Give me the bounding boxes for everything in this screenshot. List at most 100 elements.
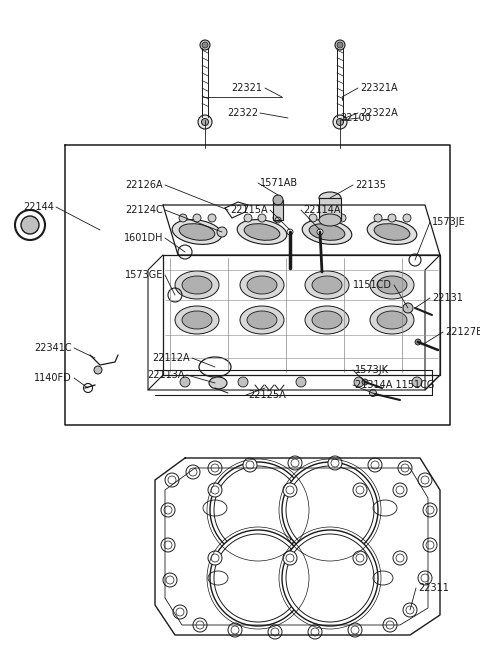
Ellipse shape xyxy=(374,224,410,240)
Text: 22115A: 22115A xyxy=(230,205,268,215)
Text: 1601DH: 1601DH xyxy=(123,233,163,243)
Circle shape xyxy=(398,461,412,475)
Ellipse shape xyxy=(377,276,407,294)
Circle shape xyxy=(338,214,346,222)
Circle shape xyxy=(393,551,407,565)
Text: 22322A: 22322A xyxy=(360,108,398,118)
Ellipse shape xyxy=(312,276,342,294)
Circle shape xyxy=(238,377,248,387)
Circle shape xyxy=(309,214,317,222)
Ellipse shape xyxy=(175,271,219,299)
Text: 1571AB: 1571AB xyxy=(260,178,298,188)
Circle shape xyxy=(258,214,266,222)
Circle shape xyxy=(353,551,367,565)
Circle shape xyxy=(336,119,344,126)
Circle shape xyxy=(268,625,282,639)
Text: 22126A: 22126A xyxy=(125,180,163,190)
Ellipse shape xyxy=(172,219,222,244)
Ellipse shape xyxy=(319,192,341,204)
Ellipse shape xyxy=(182,311,212,329)
Circle shape xyxy=(228,623,242,637)
Circle shape xyxy=(368,458,382,472)
Circle shape xyxy=(94,366,102,374)
Circle shape xyxy=(418,571,432,585)
Ellipse shape xyxy=(247,311,277,329)
Ellipse shape xyxy=(319,214,341,226)
Circle shape xyxy=(210,530,306,626)
Circle shape xyxy=(208,551,222,565)
Circle shape xyxy=(423,538,437,552)
Ellipse shape xyxy=(240,271,284,299)
Text: 22321A: 22321A xyxy=(360,83,397,93)
Bar xyxy=(273,200,283,220)
Circle shape xyxy=(179,214,187,222)
Ellipse shape xyxy=(309,224,345,240)
Text: 22321: 22321 xyxy=(231,83,262,93)
Text: 22100: 22100 xyxy=(340,113,371,123)
Text: 22341C: 22341C xyxy=(35,343,72,353)
Ellipse shape xyxy=(244,224,280,240)
Circle shape xyxy=(193,214,201,222)
Text: 22127B: 22127B xyxy=(445,327,480,337)
Circle shape xyxy=(288,456,302,470)
Circle shape xyxy=(283,483,297,497)
Circle shape xyxy=(186,465,200,479)
Ellipse shape xyxy=(305,271,349,299)
Circle shape xyxy=(317,229,323,235)
Circle shape xyxy=(282,462,378,558)
Circle shape xyxy=(348,623,362,637)
Text: 22135: 22135 xyxy=(355,180,386,190)
Text: 22131: 22131 xyxy=(432,293,463,303)
Ellipse shape xyxy=(209,377,227,389)
Circle shape xyxy=(337,42,343,48)
Text: 22124C: 22124C xyxy=(125,205,163,215)
Circle shape xyxy=(21,216,39,234)
Circle shape xyxy=(217,227,227,237)
Circle shape xyxy=(353,483,367,497)
Circle shape xyxy=(173,605,187,619)
Circle shape xyxy=(202,42,208,48)
Circle shape xyxy=(15,210,45,240)
Circle shape xyxy=(208,461,222,475)
Circle shape xyxy=(202,119,208,126)
Circle shape xyxy=(328,456,342,470)
Bar xyxy=(319,198,341,220)
Text: 1140FD: 1140FD xyxy=(34,373,72,383)
Circle shape xyxy=(423,503,437,517)
Circle shape xyxy=(335,40,345,50)
Circle shape xyxy=(200,40,210,50)
Circle shape xyxy=(412,377,422,387)
Ellipse shape xyxy=(237,219,287,244)
Ellipse shape xyxy=(240,306,284,334)
Circle shape xyxy=(282,530,378,626)
Circle shape xyxy=(418,473,432,487)
Circle shape xyxy=(388,214,396,222)
Text: 22114A: 22114A xyxy=(303,205,340,215)
Circle shape xyxy=(296,377,306,387)
Circle shape xyxy=(165,473,179,487)
Circle shape xyxy=(283,551,297,565)
Circle shape xyxy=(193,618,207,632)
Ellipse shape xyxy=(182,276,212,294)
Circle shape xyxy=(403,214,411,222)
Ellipse shape xyxy=(305,306,349,334)
Circle shape xyxy=(243,458,257,472)
Text: 22113A: 22113A xyxy=(147,370,185,380)
Ellipse shape xyxy=(302,219,352,244)
Text: 21314A 1151CG: 21314A 1151CG xyxy=(355,380,434,390)
Circle shape xyxy=(333,115,347,129)
Ellipse shape xyxy=(179,224,215,240)
Text: 1151CD: 1151CD xyxy=(353,280,392,290)
Circle shape xyxy=(273,195,283,205)
Circle shape xyxy=(393,483,407,497)
Text: 22125A: 22125A xyxy=(248,390,286,400)
Circle shape xyxy=(161,503,175,517)
Circle shape xyxy=(403,303,413,313)
Circle shape xyxy=(210,462,306,558)
Circle shape xyxy=(287,229,293,235)
Circle shape xyxy=(362,379,368,385)
Circle shape xyxy=(208,214,216,222)
Circle shape xyxy=(180,377,190,387)
Circle shape xyxy=(198,115,212,129)
Circle shape xyxy=(208,483,222,497)
